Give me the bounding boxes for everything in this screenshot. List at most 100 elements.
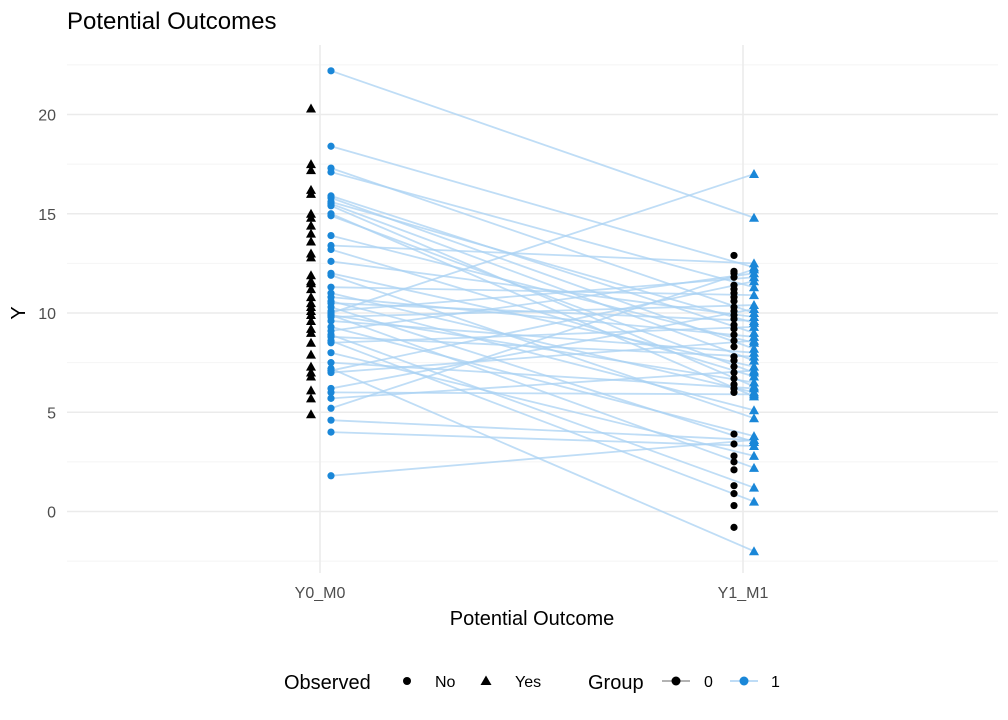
point-group1-y1m1-observed <box>749 169 759 179</box>
line-group1-pair <box>330 439 755 477</box>
x-tick-label: Y1_M1 <box>718 585 769 602</box>
line-group1-pair <box>330 367 755 553</box>
point-group0-y0m0-observed <box>306 327 316 337</box>
line-group1-pair <box>330 268 755 410</box>
point-group0-y1m1-unobserved <box>730 337 738 345</box>
point-group0-y0m0-observed <box>306 252 316 262</box>
point-group1-y1m1-observed <box>749 371 759 381</box>
y-tick-label: 10 <box>38 306 56 323</box>
point-group1-y0m0-unobserved <box>327 339 335 347</box>
point-group1-y1m1-observed <box>749 321 759 331</box>
point-group1-y0m0-unobserved <box>327 428 335 436</box>
connecting-lines <box>330 69 755 553</box>
point-group1-y1m1-observed <box>749 435 759 445</box>
point-group1-y0m0-unobserved <box>327 416 335 424</box>
x-axis-title: Potential Outcome <box>450 608 615 630</box>
point-group1-y1m1-observed <box>749 304 759 314</box>
point-group0-y1m1-unobserved <box>730 523 738 531</box>
point-group1-y0m0-unobserved <box>327 231 335 240</box>
line-group1-pair <box>330 326 755 437</box>
point-group0-y0m0-observed <box>306 220 316 230</box>
y-axis-ticks: 0 5 10 15 20 <box>38 108 56 522</box>
point-group1-y0m0-unobserved <box>327 168 335 176</box>
point-group1-y1m1-observed <box>749 383 759 393</box>
point-group0-y1m1-unobserved <box>730 331 738 339</box>
line-group1-pair <box>330 300 755 412</box>
point-group0-y1m1-unobserved <box>730 368 738 377</box>
point-group0-y1m1-unobserved <box>730 297 738 305</box>
point-group1-y0m0-unobserved <box>327 283 335 291</box>
line-group1-pair <box>330 280 755 372</box>
line-group1-pair <box>330 308 755 390</box>
point-group1-y0m0-unobserved <box>327 202 335 210</box>
point-group1-y0m0-unobserved <box>327 245 335 254</box>
point-group0-y0m0-observed <box>306 159 316 169</box>
line-group1-pair <box>330 431 755 447</box>
point-group0-y0m0-observed <box>306 292 316 302</box>
point-group1-y1m1-observed <box>749 482 759 492</box>
y-tick-label: 15 <box>38 207 56 224</box>
point-group0-y0m0-observed <box>306 103 316 113</box>
point-group1-y0m0-unobserved <box>327 67 335 75</box>
point-group0-y0m0-observed <box>306 165 316 175</box>
point-group1-y0m0-unobserved <box>327 257 335 265</box>
point-group1-y1m1-observed <box>749 351 759 361</box>
legend-observed-label-yes: Yes <box>515 674 541 691</box>
point-group0-y0m0-observed <box>306 337 316 347</box>
point-group0-y0m0-observed <box>306 270 316 280</box>
point-group1-y1m1-observed <box>749 264 759 274</box>
point-group1-y0m0-unobserved <box>327 394 335 402</box>
point-group1-y0m0-unobserved <box>327 212 335 220</box>
point-group1-y0m0-unobserved <box>327 359 335 367</box>
line-group1-pair <box>330 369 755 400</box>
point-group0-y1m1-unobserved <box>730 482 738 490</box>
line-group1-pair <box>330 69 755 219</box>
grid <box>67 45 998 573</box>
line-group1-pair <box>330 306 755 443</box>
point-group0-y0m0-observed <box>306 284 316 294</box>
point-group0-y1m1-unobserved <box>730 440 738 448</box>
point-group0-y0m0-observed <box>306 315 316 325</box>
point-group1-y1m1-observed <box>749 276 759 286</box>
legend-group: Group 0 1 <box>588 672 780 694</box>
legend-observed-label-no: No <box>435 674 456 691</box>
point-group0-y1m1-unobserved <box>730 325 738 333</box>
legend-triangle-symbol <box>480 675 492 685</box>
line-group1-pair <box>330 333 755 489</box>
point-group0-y0m0-observed <box>306 309 316 319</box>
legend-group-label-1: 1 <box>771 674 780 691</box>
line-group1-pair <box>330 391 755 396</box>
point-group1-y1m1-observed <box>749 405 759 415</box>
point-group1-y1m1-observed <box>749 496 759 506</box>
point-group0-y0m0-observed <box>306 361 316 371</box>
point-group1-y1m1-observed <box>749 462 759 472</box>
point-group1-y0m0-unobserved <box>327 368 335 377</box>
y-tick-label: 20 <box>38 108 56 125</box>
chart-title: Potential Outcomes <box>67 8 276 35</box>
point-group1-y1m1-observed <box>749 365 759 375</box>
line-group1-pair <box>330 286 755 297</box>
legend-circle-symbol <box>403 677 411 685</box>
line-group1-pair <box>330 304 755 318</box>
line-group1-pair <box>330 197 755 350</box>
legend-group0-symbol <box>671 676 681 686</box>
line-group1-pair <box>330 145 755 269</box>
point-group0-y1m1-unobserved <box>730 388 738 396</box>
point-group0-y1m1-unobserved <box>730 357 738 365</box>
point-group0-y1m1-unobserved <box>730 490 738 498</box>
point-group1-y0m0-unobserved <box>327 404 335 412</box>
point-group1-y1m1-observed <box>749 258 759 268</box>
point-group0-y1m1-unobserved <box>730 452 738 460</box>
line-group1-pair <box>330 171 755 289</box>
point-group0-y0m0-observed <box>306 371 316 381</box>
point-group0-y1m1-unobserved <box>730 501 738 510</box>
point-group0-y0m0-observed <box>306 212 316 222</box>
point-group0-y0m0-observed <box>306 278 316 288</box>
point-group1-y1m1-observed <box>749 290 759 300</box>
line-group1-pair <box>330 339 755 374</box>
point-group0-y0m0-observed <box>306 385 316 395</box>
point-group0-y1m1-unobserved <box>730 343 738 351</box>
line-group1-pair <box>330 212 755 398</box>
point-group1-y1m1-observed <box>749 282 759 292</box>
